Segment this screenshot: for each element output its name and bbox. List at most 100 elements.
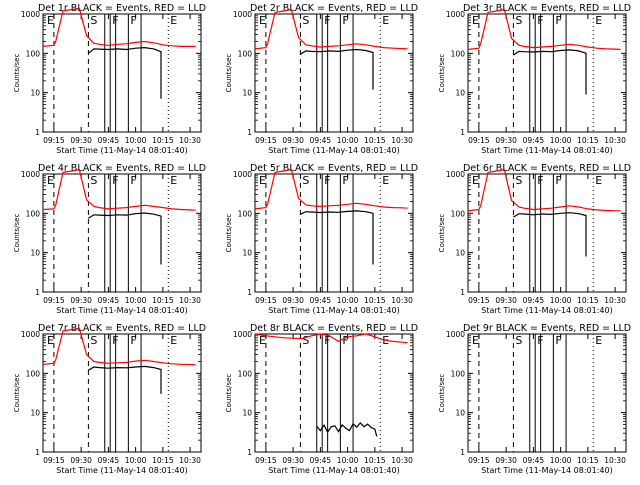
y-axis-label: Counts/sec [438, 54, 446, 93]
marker-label: F [342, 14, 348, 27]
plot-title: Det 5r BLACK = Events, RED = LLD [250, 163, 418, 174]
plot-panel: Det 2r BLACK = Events, RED = LLD 1 10 100 10… [225, 3, 418, 155]
y-axis-label: Counts/sec [13, 214, 21, 253]
marker-label: F [130, 14, 136, 27]
marker-label: S [90, 334, 97, 347]
plot-title: Det 3r BLACK = Events, RED = LLD [463, 3, 631, 14]
y-axis-label: Counts/sec [225, 54, 233, 93]
marker-label: E [382, 174, 389, 187]
y-tick-label: 1 [35, 128, 40, 137]
x-axis-label: Start Time (11-May-14 08:01:40) [481, 146, 612, 155]
marker-label: E [47, 174, 54, 187]
x-tick-label: 10:30 [179, 136, 201, 145]
marker-label: E [259, 14, 266, 27]
y-tick-label: 1000 [233, 170, 252, 179]
marker-label: F [130, 174, 136, 187]
y-tick-label: 100 [451, 369, 466, 378]
x-tick-label: 09:45 [310, 296, 332, 305]
lld-series-line [42, 327, 196, 366]
plot-frame [254, 173, 414, 293]
marker-label: S [515, 174, 522, 187]
x-tick-label: 09:15 [255, 296, 277, 305]
x-axis-label: Start Time (11-May-14 08:01:40) [56, 306, 187, 315]
marker-label: F [555, 334, 561, 347]
events-series-line [316, 422, 378, 437]
x-tick-label: 10:15 [152, 136, 174, 145]
y-tick-label: 1000 [21, 10, 40, 19]
x-tick-label: 10:30 [391, 296, 413, 305]
y-tick-label: 100 [238, 369, 253, 378]
marker-label: E [595, 14, 602, 27]
x-tick-label: 09:30 [282, 456, 304, 465]
y-tick-label: 1 [460, 448, 465, 457]
plot-frame [42, 13, 202, 133]
y-tick-label: 1000 [233, 330, 252, 339]
y-tick-label: 10 [455, 89, 465, 98]
lld-series-line [254, 168, 408, 210]
y-axis-label: Counts/sec [225, 374, 233, 413]
marker-label: E [595, 174, 602, 187]
plot-frame [467, 13, 627, 133]
x-tick-label: 10:00 [337, 456, 359, 465]
x-tick-label: 09:15 [43, 296, 65, 305]
x-tick-label: 10:15 [364, 296, 386, 305]
x-tick-label: 09:30 [70, 296, 92, 305]
plot-title: Det 9r BLACK = Events, RED = LLD [463, 323, 631, 334]
y-tick-label: 1000 [446, 10, 465, 19]
plot-panel: Det 7r BLACK = Events, RED = LLD 1 10 100 10… [13, 323, 206, 475]
plot-title: Det 4r BLACK = Events, RED = LLD [38, 163, 206, 174]
marker-label: E [472, 174, 479, 187]
y-tick-label: 1000 [21, 330, 40, 339]
y-tick-label: 1 [35, 448, 40, 457]
y-tick-label: 100 [451, 209, 466, 218]
x-tick-label: 10:00 [337, 136, 359, 145]
plot-frame [467, 173, 627, 293]
y-tick-label: 100 [451, 49, 466, 58]
x-tick-label: 09:30 [70, 456, 92, 465]
marker-label: F [555, 14, 561, 27]
events-series-line [300, 48, 374, 90]
x-axis-label: Start Time (11-May-14 08:01:40) [268, 146, 399, 155]
x-tick-label: 09:15 [43, 136, 65, 145]
x-tick-label: 10:00 [550, 456, 572, 465]
x-tick-label: 09:45 [98, 456, 120, 465]
lld-series-line [42, 7, 196, 48]
y-tick-label: 100 [238, 49, 253, 58]
marker-label: E [47, 334, 54, 347]
marker-label: S [90, 14, 97, 27]
marker-label: E [170, 14, 177, 27]
y-axis-label: Counts/sec [438, 374, 446, 413]
x-tick-label: 10:30 [391, 456, 413, 465]
x-tick-label: 10:30 [604, 296, 626, 305]
x-tick-label: 10:30 [604, 136, 626, 145]
y-axis-label: Counts/sec [225, 214, 233, 253]
y-tick-label: 100 [26, 369, 41, 378]
x-tick-label: 09:45 [310, 136, 332, 145]
x-axis-label: Start Time (11-May-14 08:01:40) [268, 466, 399, 475]
x-tick-label: 10:30 [179, 456, 201, 465]
events-series-line [88, 365, 162, 394]
plot-frame [42, 333, 202, 453]
x-tick-label: 10:15 [364, 456, 386, 465]
x-axis-label: Start Time (11-May-14 08:01:40) [56, 466, 187, 475]
events-series-line [300, 210, 374, 265]
x-tick-label: 09:30 [282, 136, 304, 145]
plot-title: Det 6r BLACK = Events, RED = LLD [463, 163, 631, 174]
y-tick-label: 1000 [446, 330, 465, 339]
x-tick-label: 09:30 [70, 136, 92, 145]
y-tick-label: 10 [30, 249, 40, 258]
x-tick-label: 10:00 [550, 296, 572, 305]
x-tick-label: 10:00 [125, 296, 147, 305]
marker-label: F [130, 334, 136, 347]
events-series-line [513, 49, 587, 95]
y-tick-label: 1 [460, 128, 465, 137]
marker-label: E [382, 14, 389, 27]
events-series-line [88, 46, 162, 99]
marker-label: E [472, 334, 479, 347]
events-series-line [88, 212, 162, 265]
plot-frame [42, 173, 202, 293]
x-tick-label: 09:45 [98, 136, 120, 145]
x-tick-label: 09:30 [495, 136, 517, 145]
